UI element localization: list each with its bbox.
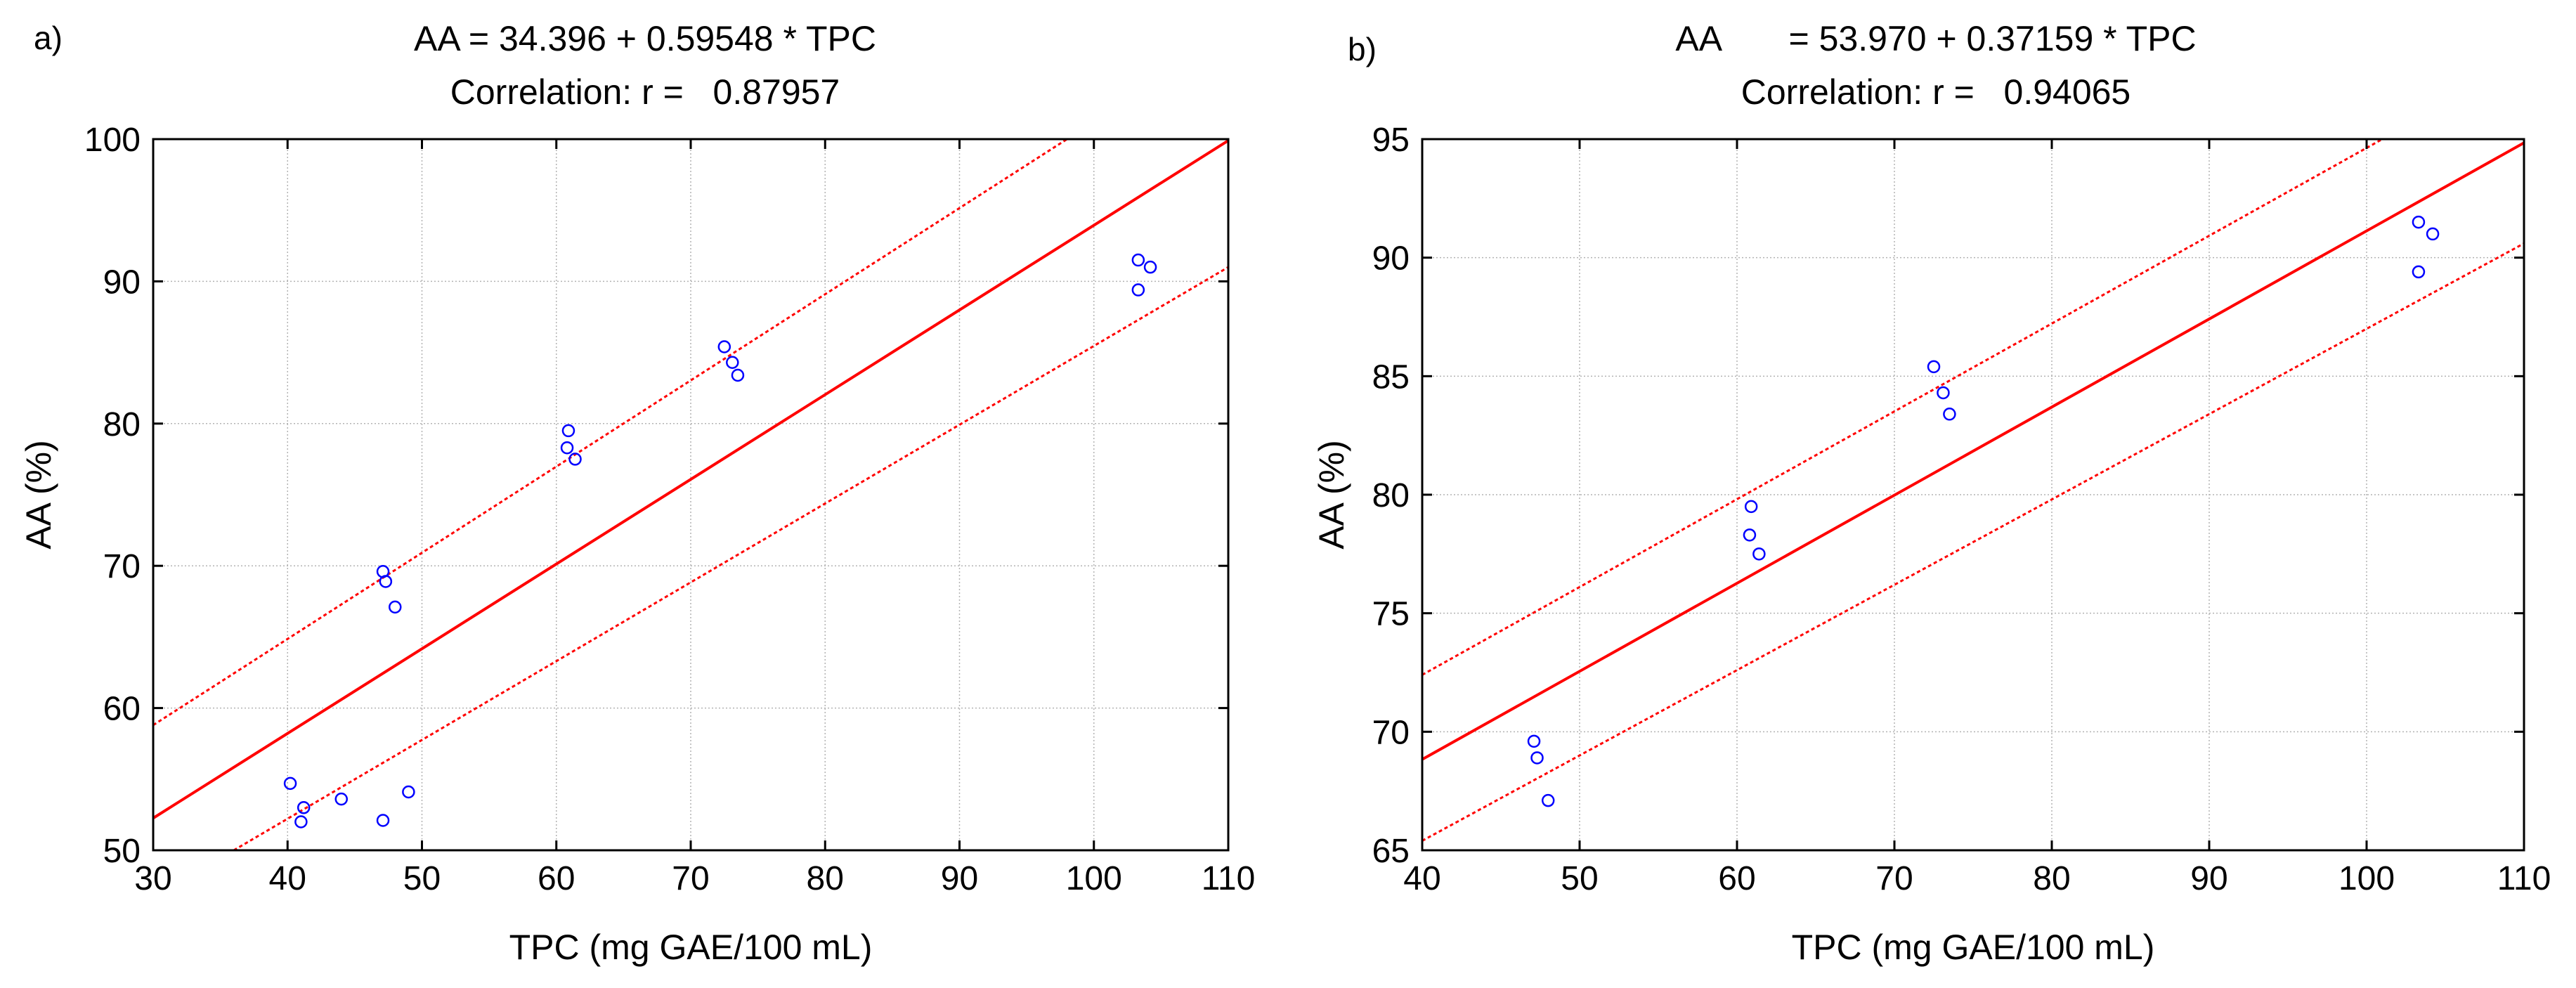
panel-a-title-line1: AA = 34.396 + 0.59548 * TPC — [414, 19, 876, 58]
panel-b-x-tick-label: 70 — [1875, 860, 1913, 897]
panel-a-title-line2: Correlation: r = 0.87957 — [450, 72, 840, 112]
panel-b-y-tick-label: 85 — [1372, 358, 1410, 396]
panel-a-x-tick-label: 40 — [269, 860, 306, 897]
panel-a-data-point — [283, 776, 297, 791]
panel-b-x-tick-label: 100 — [2338, 860, 2395, 897]
panel-a-x-tick-label: 70 — [672, 860, 709, 897]
panel-b-data-point — [1530, 751, 1544, 765]
panel-a-data-point — [726, 356, 739, 370]
panel-a-x-axis-label: TPC (mg GAE/100 mL) — [509, 928, 873, 967]
panel-b-x-tick-label: 40 — [1403, 860, 1440, 897]
panel-a-data-point — [731, 368, 745, 382]
panel-b-regression-line — [1422, 141, 2524, 761]
panel-a-data-point — [1131, 253, 1145, 267]
panel-b-y-tick-label: 70 — [1372, 714, 1410, 751]
panel-a-data-point — [294, 815, 308, 828]
panel-a-y-tick-label: 90 — [103, 264, 141, 301]
panel-b-data-point — [2412, 265, 2426, 279]
panel-b-x-tick-label: 50 — [1561, 860, 1598, 897]
panel-b-x-tick-label: 80 — [2033, 860, 2070, 897]
panel-a-x-tick-label: 100 — [1066, 860, 1122, 897]
panel-a-data-point — [568, 453, 582, 466]
panel-a-y-tick-label: 100 — [84, 122, 141, 159]
panel-b-data-point — [2412, 215, 2426, 229]
panel-b-y-tick-label: 80 — [1372, 477, 1410, 514]
panel-a-data-point — [1143, 260, 1157, 274]
panel-a-data-point — [402, 785, 415, 799]
panel-a-y-tick-label: 70 — [103, 548, 141, 585]
panel-b-y-tick-label: 95 — [1372, 122, 1410, 159]
panel-b-data-point — [1743, 528, 1757, 542]
panel-b-data-point — [1927, 360, 1941, 374]
panel-b-x-tick-label: 110 — [2497, 860, 2551, 897]
panel-b-data-point — [2426, 227, 2440, 241]
panel-a-data-point — [376, 814, 390, 827]
panel-b-data-point — [1943, 408, 1956, 421]
panel-a-regression-line — [153, 139, 1228, 819]
panel-b-data-point — [1752, 547, 1766, 561]
panel-a-y-tick-label: 80 — [103, 406, 141, 443]
panel-b-x-tick-label: 90 — [2190, 860, 2227, 897]
panel-a-x-tick-label: 30 — [134, 860, 171, 897]
panel-b-data-point — [1527, 734, 1541, 748]
panel-b-y-tick-label: 90 — [1372, 240, 1410, 278]
panel-a-x-tick-label: 50 — [403, 860, 441, 897]
panel-a-data-point — [297, 801, 311, 814]
panel-a-y-axis-label: AA (%) — [19, 440, 58, 550]
panel-a-data-point — [561, 424, 575, 438]
panel-a-y-tick-label: 50 — [103, 833, 141, 870]
panel-a-data-point — [379, 575, 393, 588]
panel-a-x-tick-label: 110 — [1202, 860, 1256, 897]
panel-b-y-tick-label: 65 — [1372, 833, 1410, 870]
panel-b-title-line1: AA = 53.970 + 0.37159 * TPC — [1675, 19, 2196, 58]
panel-b-x-tick-label: 60 — [1718, 860, 1755, 897]
panel-a-confidence-band-upper — [153, 139, 1068, 727]
panel-b-title-line2: Correlation: r = 0.94065 — [1741, 72, 2131, 112]
panel-b-y-axis-label: AA (%) — [1312, 440, 1351, 550]
panel-b-letter: b) — [1348, 31, 1377, 67]
panel-a-data-point — [560, 441, 574, 455]
panel-a-x-tick-label: 60 — [538, 860, 575, 897]
panel-a-data-point — [1131, 283, 1145, 297]
panel-a-data-point — [389, 600, 402, 614]
panel-b-confidence-band-upper — [1422, 139, 2383, 676]
panel-b-data-point — [1744, 500, 1758, 514]
panel-a-data-point — [717, 340, 731, 353]
panel-a-y-tick-label: 60 — [103, 691, 141, 728]
panel-b-x-axis-label: TPC (mg GAE/100 mL) — [1792, 928, 2155, 967]
panel-a-x-tick-label: 90 — [941, 860, 978, 897]
panel-b-confidence-band-lower — [1422, 242, 2524, 842]
panel-a-x-tick-label: 80 — [807, 860, 844, 897]
panel-a-letter: a) — [34, 20, 63, 56]
panel-b-data-point — [1541, 793, 1555, 807]
panel-b-y-tick-label: 75 — [1372, 596, 1410, 633]
panel-a-data-point — [334, 792, 348, 806]
panel-a-chart: a) AA = 34.396 + 0.59548 * TPC Correlati… — [19, 19, 1255, 967]
panel-a-confidence-band-lower — [233, 266, 1228, 850]
panel-b-chart: b) AA = 53.970 + 0.37159 * TPC Correlati… — [1312, 19, 2551, 967]
panel-b-data-point — [1937, 386, 1950, 400]
